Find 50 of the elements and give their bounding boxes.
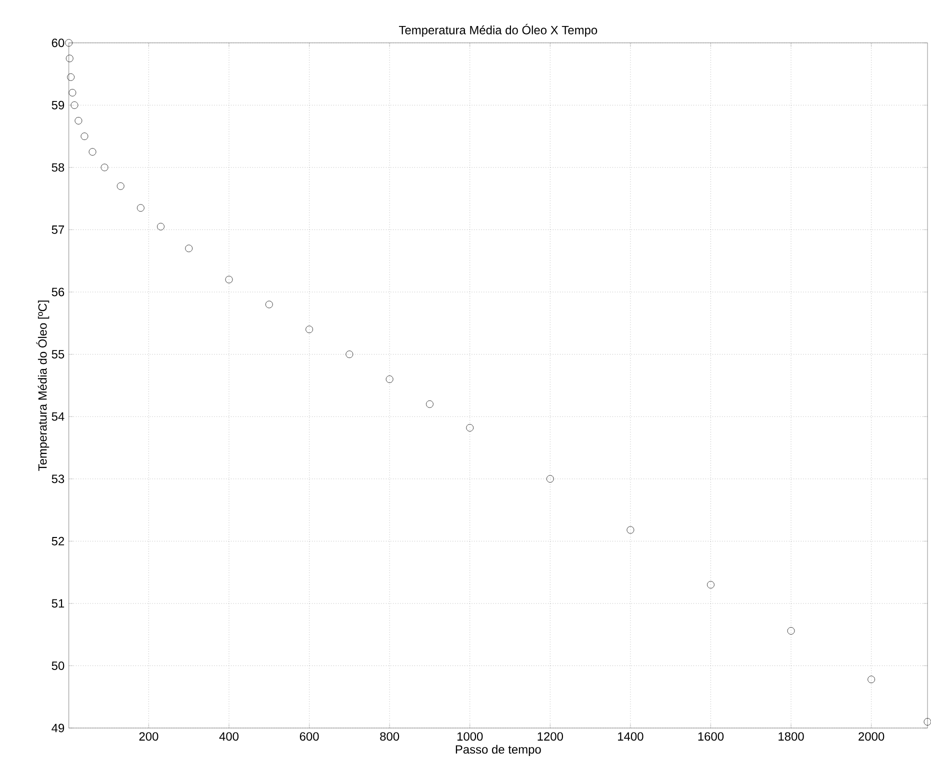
point xyxy=(88,148,96,156)
point xyxy=(626,526,634,534)
x-tick-label: 1400 xyxy=(618,732,644,741)
y-tick-label: 49 xyxy=(52,724,64,732)
point xyxy=(346,350,354,358)
point xyxy=(386,376,394,383)
point xyxy=(426,400,434,408)
point xyxy=(136,204,144,212)
y-tick-label: 59 xyxy=(52,100,64,110)
y-tick-label: 58 xyxy=(52,163,64,172)
point xyxy=(68,89,76,96)
chart-title: Temperatura Média do Óleo X Tempo xyxy=(398,24,598,37)
x-tick-label: 1200 xyxy=(538,732,563,741)
point xyxy=(67,73,75,81)
point xyxy=(306,326,313,334)
point xyxy=(707,581,714,589)
x-axis-title: Passo de tempo xyxy=(456,744,541,756)
y-tick-label: 51 xyxy=(52,599,64,608)
x-tick-label: 1600 xyxy=(698,732,724,741)
y-axis-title: Temperatura Média do Óleo [ºC] xyxy=(36,300,50,471)
y-tick-label: 60 xyxy=(52,38,64,48)
point xyxy=(868,676,876,684)
x-tick-label: 2000 xyxy=(858,732,884,741)
x-tick-label: 1000 xyxy=(457,732,483,741)
y-tick-label: 53 xyxy=(52,474,64,484)
y-tick-label: 57 xyxy=(52,226,64,234)
x-tick-label: 600 xyxy=(300,732,319,741)
y-tick-label: 54 xyxy=(52,412,64,421)
point xyxy=(546,475,554,483)
y-tick-label: 50 xyxy=(52,662,64,670)
point xyxy=(100,164,108,172)
point xyxy=(80,132,88,140)
y-tick-label: 52 xyxy=(52,536,64,546)
point xyxy=(74,117,82,124)
point xyxy=(70,102,78,109)
x-tick-label: 1800 xyxy=(778,732,804,741)
point xyxy=(225,276,233,284)
x-tick-label: 400 xyxy=(219,732,239,741)
point xyxy=(466,424,474,432)
x-tick-label: 200 xyxy=(139,732,158,741)
point xyxy=(157,222,164,230)
point xyxy=(116,182,124,190)
x-tick-label: 800 xyxy=(380,732,400,741)
y-tick-label: 55 xyxy=(52,350,64,359)
point xyxy=(66,54,74,62)
point xyxy=(65,39,73,47)
y-tick-label: 56 xyxy=(52,288,64,296)
point xyxy=(787,627,795,635)
point xyxy=(185,244,193,252)
point xyxy=(265,300,273,308)
